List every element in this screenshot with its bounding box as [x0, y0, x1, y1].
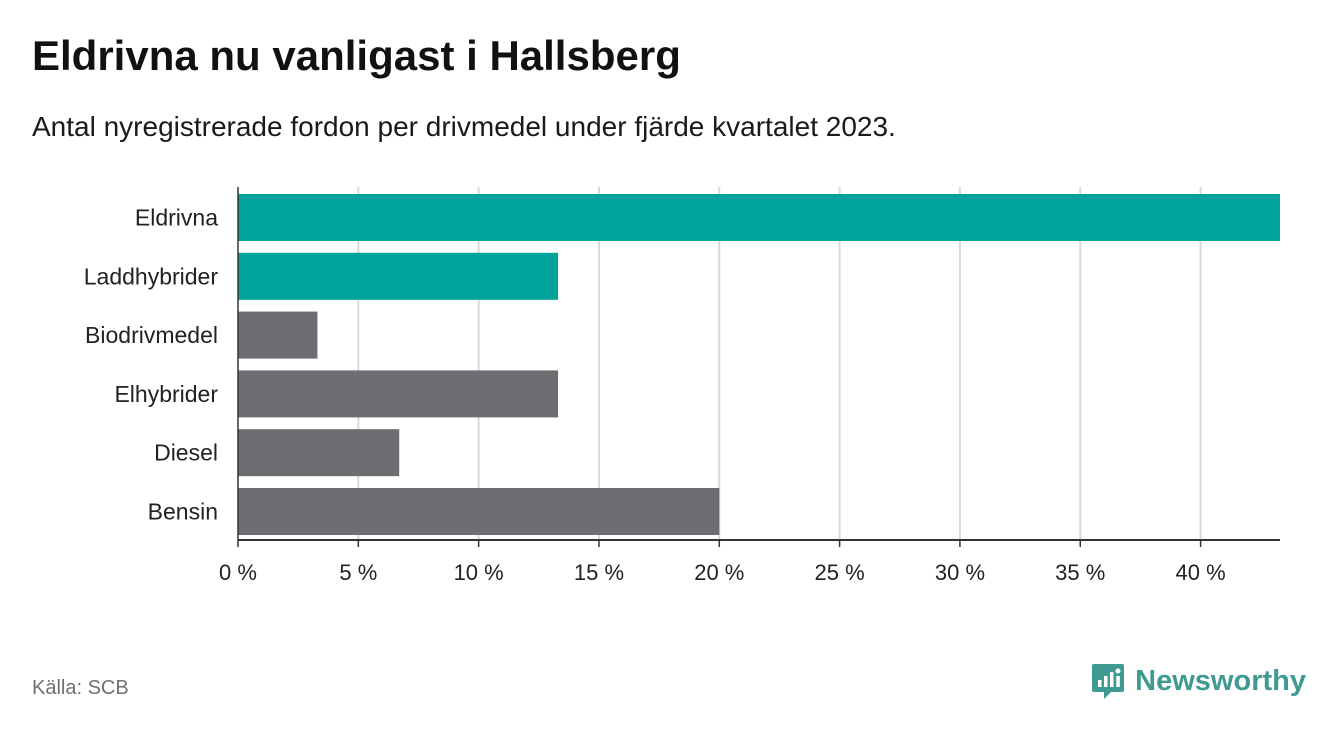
bars — [238, 194, 1280, 535]
x-tick-label: 40 % — [1176, 560, 1226, 585]
bar[interactable] — [238, 311, 318, 359]
bar-chart: Eldrivna Laddhybrider Biodrivmedel Elhybrid… — [84, 187, 1280, 585]
chart-title: Eldrivna nu vanligast i Hallsberg — [32, 32, 681, 79]
bar[interactable] — [238, 370, 559, 418]
category-label: Laddhybrider — [84, 263, 219, 289]
bar[interactable] — [238, 194, 1280, 241]
category-label: Elhybrider — [114, 381, 218, 407]
category-label: Diesel — [154, 440, 218, 466]
category-label: Eldrivna — [135, 205, 218, 231]
x-axis: 0 % 5 % 10 % 15 % 20 % 25 % 30 % 35 % 40 % — [219, 187, 1280, 585]
category-label: Bensin — [148, 499, 218, 525]
category-labels: Eldrivna Laddhybrider Biodrivmedel Elhybrid… — [84, 205, 219, 525]
source-note: Källa: SCB — [32, 677, 129, 699]
x-tick-label: 20 % — [694, 560, 744, 585]
x-tick-label: 15 % — [574, 560, 624, 585]
grid-lines — [357, 187, 1202, 540]
bar[interactable] — [238, 488, 720, 535]
chart-subtitle: Antal nyregistrerade fordon per drivmede… — [32, 111, 896, 142]
newsworthy-logo-icon — [1092, 664, 1125, 699]
x-tick-label: 10 % — [454, 560, 504, 585]
x-tick-label: 35 % — [1055, 560, 1105, 585]
x-tick-label: 25 % — [815, 560, 865, 585]
x-tick-label: 0 % — [219, 560, 257, 585]
x-tick-label: 30 % — [935, 560, 985, 585]
brand-logo[interactable]: Newsworthy — [1091, 662, 1306, 700]
bar[interactable] — [238, 429, 400, 477]
category-label: Biodrivmedel — [85, 322, 218, 348]
x-tick-label: 5 % — [339, 560, 377, 585]
bar[interactable] — [238, 252, 559, 300]
brand-name: Newsworthy — [1135, 664, 1306, 697]
